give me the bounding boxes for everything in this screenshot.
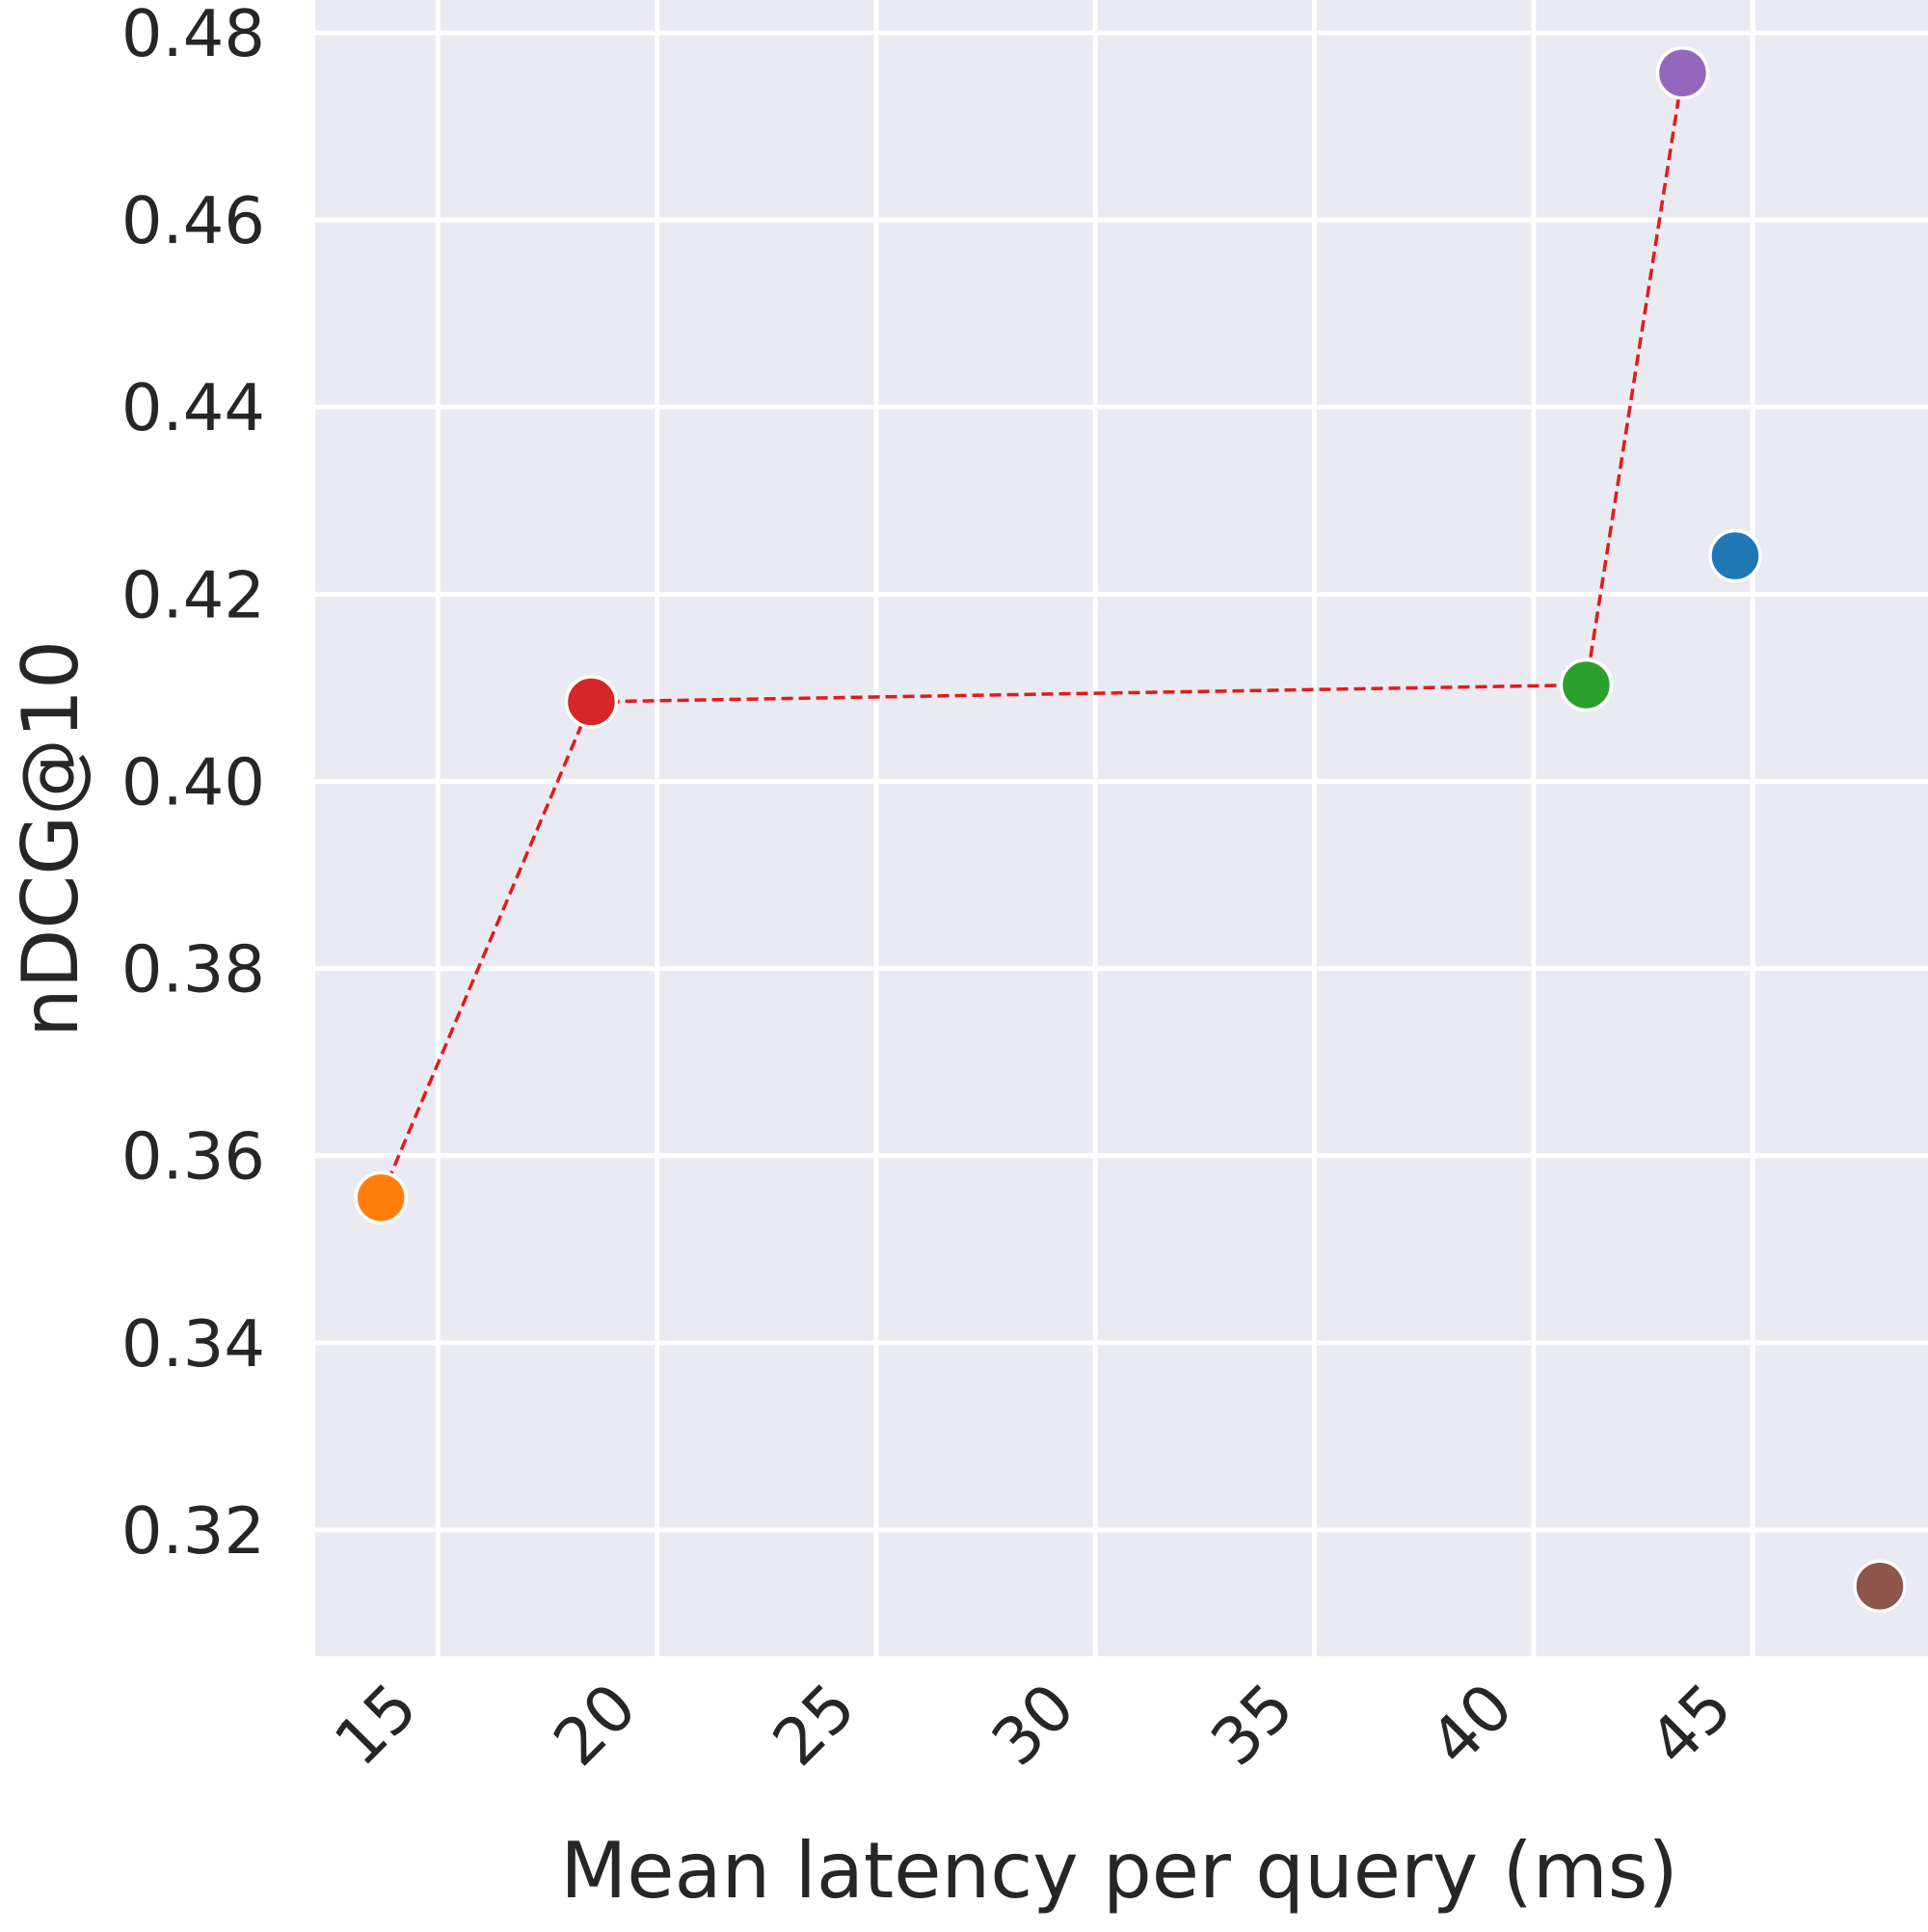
data-points	[354, 45, 1907, 1613]
x-tick-label: 15	[320, 1669, 431, 1780]
x-tick-label: 40	[1416, 1669, 1527, 1780]
y-tick-label: 0.32	[121, 1493, 265, 1569]
y-axis-ticks: 0.32 0.34 0.36 0.38 0.40 0.42 0.44 0.46 0.48	[121, 0, 265, 1569]
scatter-point	[1655, 45, 1710, 100]
y-tick-label: 0.44	[121, 370, 265, 445]
x-tick-label: 25	[759, 1669, 870, 1780]
x-tick-label: 45	[1635, 1669, 1746, 1780]
y-tick-label: 0.40	[121, 744, 265, 819]
y-tick-label: 0.38	[121, 932, 265, 1007]
y-axis-label: nDCG@10	[6, 640, 95, 1037]
x-axis-label: Mean latency per query (ms)	[560, 1826, 1677, 1916]
y-tick-label: 0.36	[121, 1119, 265, 1194]
x-tick-label: 35	[1196, 1669, 1307, 1780]
x-axis-ticks: 15 20 25 30 35 40 45	[320, 1669, 1746, 1780]
scatter-point	[354, 1170, 408, 1225]
grid-lines	[315, 0, 1928, 1656]
y-tick-label: 0.34	[121, 1306, 265, 1382]
scatter-point	[1853, 1559, 1907, 1613]
y-tick-label: 0.46	[121, 183, 265, 258]
scatter-point	[1559, 657, 1614, 712]
x-tick-label: 20	[539, 1669, 650, 1780]
pareto-frontier-line	[379, 72, 1685, 1199]
y-tick-label: 0.48	[121, 0, 265, 71]
plot-area	[315, 0, 1928, 1656]
scatter-point	[564, 675, 619, 729]
y-tick-label: 0.42	[121, 557, 265, 632]
pareto-frontier-path	[379, 72, 1685, 1199]
x-tick-label: 30	[977, 1669, 1088, 1780]
scatter-point	[1708, 528, 1762, 583]
